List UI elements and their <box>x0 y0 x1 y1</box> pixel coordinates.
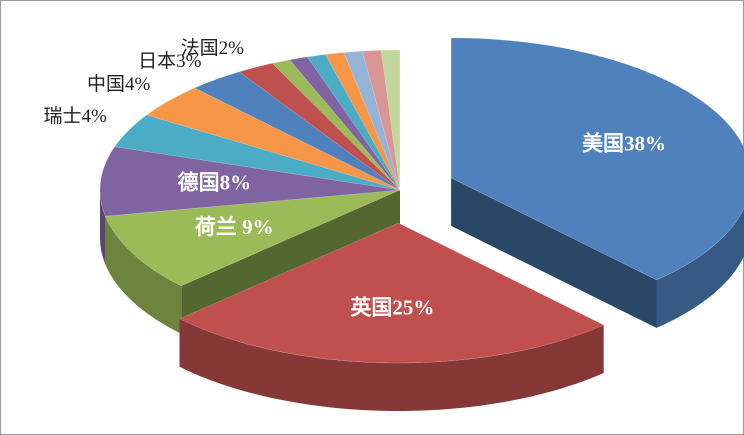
slice <box>179 222 605 364</box>
slice-label: 荷兰 9% <box>195 215 274 239</box>
slice <box>380 49 401 191</box>
slice-label: 日本3% <box>138 50 202 72</box>
slice-side <box>105 216 182 334</box>
slice-side <box>100 190 106 265</box>
slice-side <box>656 208 744 328</box>
slice-label: 美国38% <box>582 132 666 156</box>
slice-label: 德国8% <box>178 170 252 194</box>
slice <box>114 114 401 191</box>
slice-side <box>451 177 657 328</box>
slice-label: 中国4% <box>87 73 151 95</box>
slice-label: 法国2% <box>181 37 245 59</box>
slice <box>104 189 401 287</box>
slice-side <box>179 318 604 411</box>
slice-label: 瑞士4% <box>44 105 108 127</box>
slice <box>193 71 401 191</box>
slice <box>238 63 401 191</box>
slice <box>450 37 744 281</box>
slice <box>146 87 401 191</box>
slice <box>99 146 401 217</box>
slice-label: 英国25% <box>350 296 434 320</box>
